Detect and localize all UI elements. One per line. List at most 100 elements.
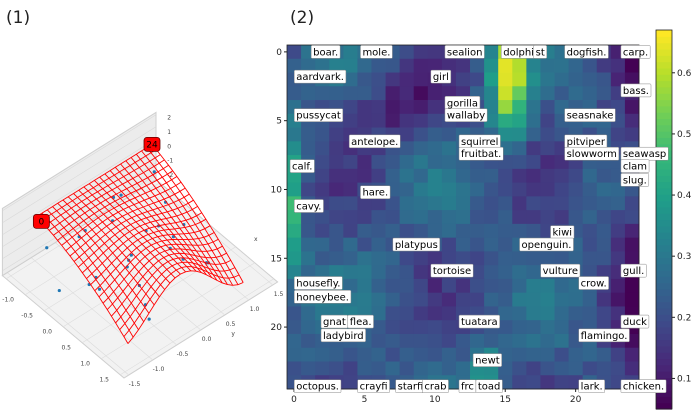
heatmap-cell [427, 127, 443, 142]
heatmap-cell [455, 361, 471, 376]
heatmap-cell [441, 127, 457, 142]
colorbar-segment [656, 270, 672, 277]
heatmap-cell [526, 306, 541, 321]
heatmap-cell [385, 168, 401, 183]
heatmap-cell [610, 278, 626, 294]
heatmap-cell [427, 45, 443, 60]
heatmap-cell [470, 210, 485, 225]
y-tick-label: 5 [276, 117, 282, 127]
heatmap-cell [343, 86, 358, 101]
colorbar-segment [656, 194, 672, 202]
heatmap-cell [512, 127, 527, 142]
heatmap-cell [512, 265, 527, 280]
heatmap-cell [512, 375, 527, 390]
heatmap-cell [413, 347, 429, 362]
heatmap-cell [582, 196, 598, 211]
heatmap-cell [315, 237, 330, 252]
heatmap-cell [596, 196, 612, 211]
heatmap-cell [624, 361, 640, 376]
heatmap-cell [526, 292, 541, 307]
heatmap-cell [554, 347, 569, 362]
heatmap-cell [455, 237, 471, 252]
animal-label: chicken. [620, 379, 667, 393]
heatmap-cell [540, 182, 555, 197]
heatmap-cell [371, 196, 386, 211]
heatmap-cell [413, 45, 429, 60]
animal-label: sealion [444, 45, 485, 59]
heatmap-cell [357, 251, 372, 266]
heatmap-cell [498, 72, 513, 87]
colorbar-segment [656, 112, 672, 120]
heatmap-cell [413, 278, 429, 294]
heatmap-cell [624, 127, 640, 142]
animal-label: lark. [578, 379, 605, 393]
heatmap-cell [399, 127, 415, 142]
heatmap-cell [470, 182, 485, 197]
heatmap-cell [399, 58, 415, 73]
heatmap-cell [484, 278, 499, 294]
heatmap-cell [624, 100, 640, 115]
heatmap-cell [441, 210, 457, 225]
heatmap-cell [554, 196, 569, 211]
heatmap-cell [301, 223, 316, 239]
animal-label-text: calf. [292, 162, 312, 173]
animal-label-box [430, 69, 452, 84]
animal-label-box [347, 314, 374, 329]
surface-3d-plot: -1.5-1.0-0.50.00.51.01.5-1.5-1.0-0.50.00… [1, 111, 283, 388]
heatmap-cell [343, 278, 358, 294]
heatmap-cell [484, 86, 499, 101]
animal-label-box [578, 276, 609, 290]
heatmap-cell [427, 113, 443, 128]
animal-label-box [294, 199, 324, 213]
colorbar-segment [656, 124, 672, 132]
animal-label-box [294, 290, 352, 304]
animal-label-box [475, 379, 503, 393]
animal-label-box [392, 237, 441, 252]
heatmap-cell [582, 292, 598, 307]
heatmap-cell [470, 292, 485, 307]
heatmap-cell [427, 251, 443, 266]
colorbar-segment [656, 86, 672, 94]
heatmap-cell [385, 155, 401, 170]
surface-marker: 24 [143, 136, 161, 152]
heatmap-cell [554, 210, 569, 225]
heatmap-cell [413, 292, 429, 307]
colorbar-segment [656, 131, 672, 138]
heatmap-cell [582, 210, 598, 225]
heatmap-cell [455, 292, 471, 307]
heatmap-cell [441, 278, 457, 294]
heatmap-cell [540, 375, 555, 390]
heatmap-cell [371, 306, 386, 321]
heatmap-cell [315, 127, 330, 142]
heatmap-cell [357, 223, 372, 239]
heatmap-cell [371, 223, 386, 239]
colorbar-segment [656, 333, 672, 341]
heatmap-cell [315, 182, 330, 197]
heatmap-cell [582, 251, 598, 266]
heatmap-cell [610, 210, 626, 225]
animal-label-text: tortoise [433, 266, 471, 277]
heatmap-cell [610, 251, 626, 266]
heatmap-cell [441, 333, 457, 349]
heatmap-cell [455, 168, 471, 183]
animal-label-box [294, 379, 342, 393]
colorbar-segment [656, 225, 672, 233]
heatmap-cell [484, 265, 499, 280]
heatmap-cell [343, 113, 358, 128]
heatmap-cell [385, 292, 401, 307]
animal-label-text: octopus. [296, 382, 339, 393]
heatmap-cell [343, 375, 358, 390]
heatmap-cell [301, 347, 316, 362]
heatmap-cell [498, 210, 513, 225]
surface-z-tick: 2 [167, 115, 171, 122]
wire-line [123, 266, 240, 337]
heatmap-cell [287, 320, 302, 335]
heatmap-cell [399, 320, 415, 335]
surface-marker-box [32, 213, 50, 229]
animal-label: octopus. [294, 379, 342, 393]
heatmap-cell [498, 278, 513, 294]
animal-label-text: carp. [623, 47, 648, 58]
heatmap-cell [610, 72, 626, 87]
colorbar-segment [656, 137, 672, 145]
heatmap-cell [526, 127, 541, 142]
